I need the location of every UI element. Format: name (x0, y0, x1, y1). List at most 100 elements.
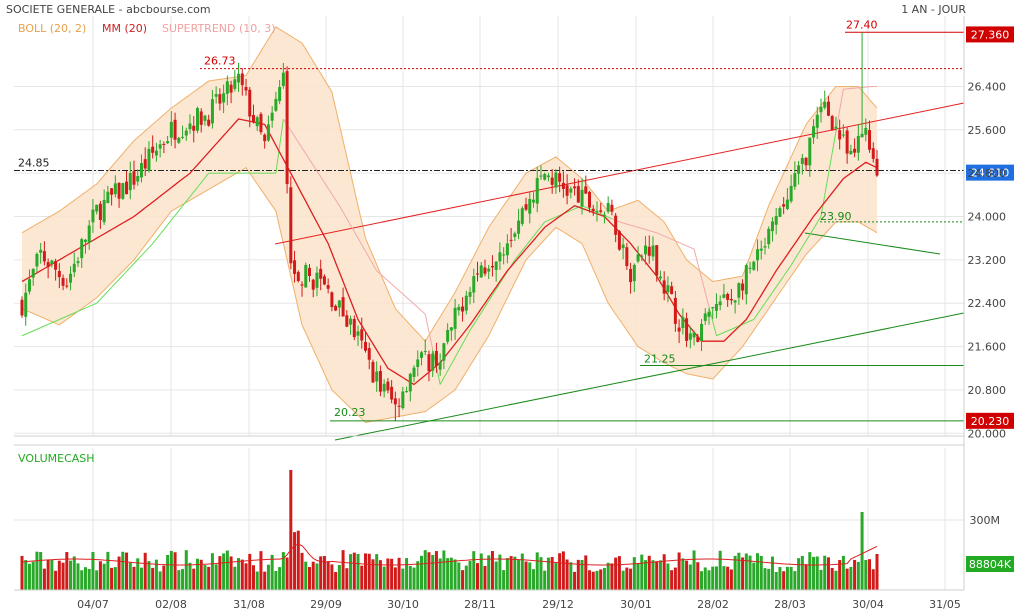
candle-body (632, 264, 636, 282)
volume-bar (143, 552, 147, 590)
volume-bar (711, 566, 715, 590)
candle-body (875, 158, 879, 176)
supertrend-segment (477, 312, 482, 319)
supertrend-segment (167, 219, 172, 226)
candle-body (222, 93, 226, 103)
supertrend-segment (421, 310, 426, 315)
candle-body (296, 272, 300, 281)
candle-body (744, 265, 748, 295)
volume-bar (647, 555, 651, 590)
supertrend-segment (327, 188, 333, 195)
candle-body (166, 141, 170, 144)
candle-body (289, 187, 293, 264)
supertrend-segment (33, 328, 38, 332)
supertrend-segment (122, 271, 127, 276)
candle-body (476, 273, 480, 275)
volume-bar (543, 570, 547, 590)
supertrend-segment (144, 247, 150, 252)
volume-title: VOLUMECASH (18, 452, 95, 465)
volume-bar (255, 571, 259, 590)
supertrend-segment (462, 336, 467, 345)
volume-bar (856, 561, 860, 590)
volume-bars (20, 470, 879, 590)
supertrend-segment (495, 283, 501, 290)
y-tick-label: 23.200 (968, 254, 1007, 267)
candle-body (431, 353, 435, 371)
supertrend-segment (607, 216, 613, 220)
candle-body (121, 183, 125, 199)
supertrend-segment (141, 251, 146, 256)
candle-body (367, 348, 371, 360)
x-tick-label: 28/03 (774, 598, 806, 611)
supertrend-segment (29, 330, 34, 333)
candle-body (472, 276, 476, 293)
supertrend-segment (305, 153, 310, 160)
supertrend-segment (518, 250, 523, 256)
candle-body (65, 285, 69, 287)
volume-bar (322, 556, 326, 590)
supertrend-segment (731, 327, 736, 330)
volume-bar (300, 552, 304, 590)
candle-body (237, 73, 241, 83)
supertrend-segment (768, 292, 773, 299)
volume-bar (774, 571, 778, 590)
candle-body (110, 188, 114, 195)
supertrend-segment (585, 206, 590, 210)
supertrend-segment (197, 182, 202, 188)
candle-body (711, 307, 715, 309)
candle-body (453, 307, 457, 329)
volume-bar (158, 571, 162, 590)
supertrend-segment (447, 363, 452, 372)
volume-badge (966, 556, 1014, 572)
supertrend-segment (96, 298, 101, 304)
supertrend-segment (827, 152, 833, 175)
volume-bar (770, 556, 774, 590)
volume-badge-label: 88804K (969, 558, 1012, 571)
candle-body (830, 116, 834, 131)
candle-body (688, 333, 692, 340)
candle-body (782, 204, 786, 207)
volume-bar (819, 569, 823, 590)
candle-body (225, 81, 229, 94)
volume-bar (763, 568, 767, 590)
candle-body (356, 331, 360, 336)
volume-bar (341, 550, 345, 590)
candle-body (826, 101, 830, 116)
supertrend-segment (182, 201, 187, 207)
short-trendline (804, 232, 941, 255)
volume-bar (651, 560, 655, 590)
supertrend-segment (137, 255, 142, 260)
volume-bar (864, 560, 868, 590)
candle-body (595, 210, 599, 212)
volume-bar (476, 563, 480, 590)
volume-bar (823, 555, 827, 590)
volume-bar (722, 566, 726, 590)
volume-bar (595, 570, 599, 590)
supertrend-segment (816, 216, 822, 223)
supertrend-segment (555, 214, 560, 218)
supertrend-segment (786, 265, 792, 271)
supertrend-segment (77, 309, 82, 312)
volume-bar (434, 551, 438, 590)
y-tick-label: 24.000 (968, 211, 1007, 224)
supertrend-segment (798, 246, 803, 254)
volume-bar (304, 561, 308, 590)
volume-bar (69, 560, 73, 590)
volume-bar (162, 565, 166, 590)
volume-bar (166, 554, 170, 590)
supertrend-segment (723, 330, 728, 333)
price-badge-label: 27.360 (971, 28, 1010, 41)
volume-tick-label: 300M (970, 514, 1001, 527)
candle-body (263, 134, 267, 142)
volume-bar (632, 557, 636, 590)
supertrend-segment (596, 211, 601, 215)
candle-body (658, 276, 662, 279)
candle-body (195, 108, 199, 131)
volume-bar (472, 551, 476, 590)
supertrend-segment (719, 332, 725, 335)
volume-bar (505, 558, 509, 590)
candle-body (42, 251, 46, 262)
candle-body (539, 175, 543, 177)
axes: 04/07 02/08 31/08 29/09 30/10 28/11 29/12 30/01… (14, 16, 1006, 611)
candle-body (76, 261, 80, 264)
